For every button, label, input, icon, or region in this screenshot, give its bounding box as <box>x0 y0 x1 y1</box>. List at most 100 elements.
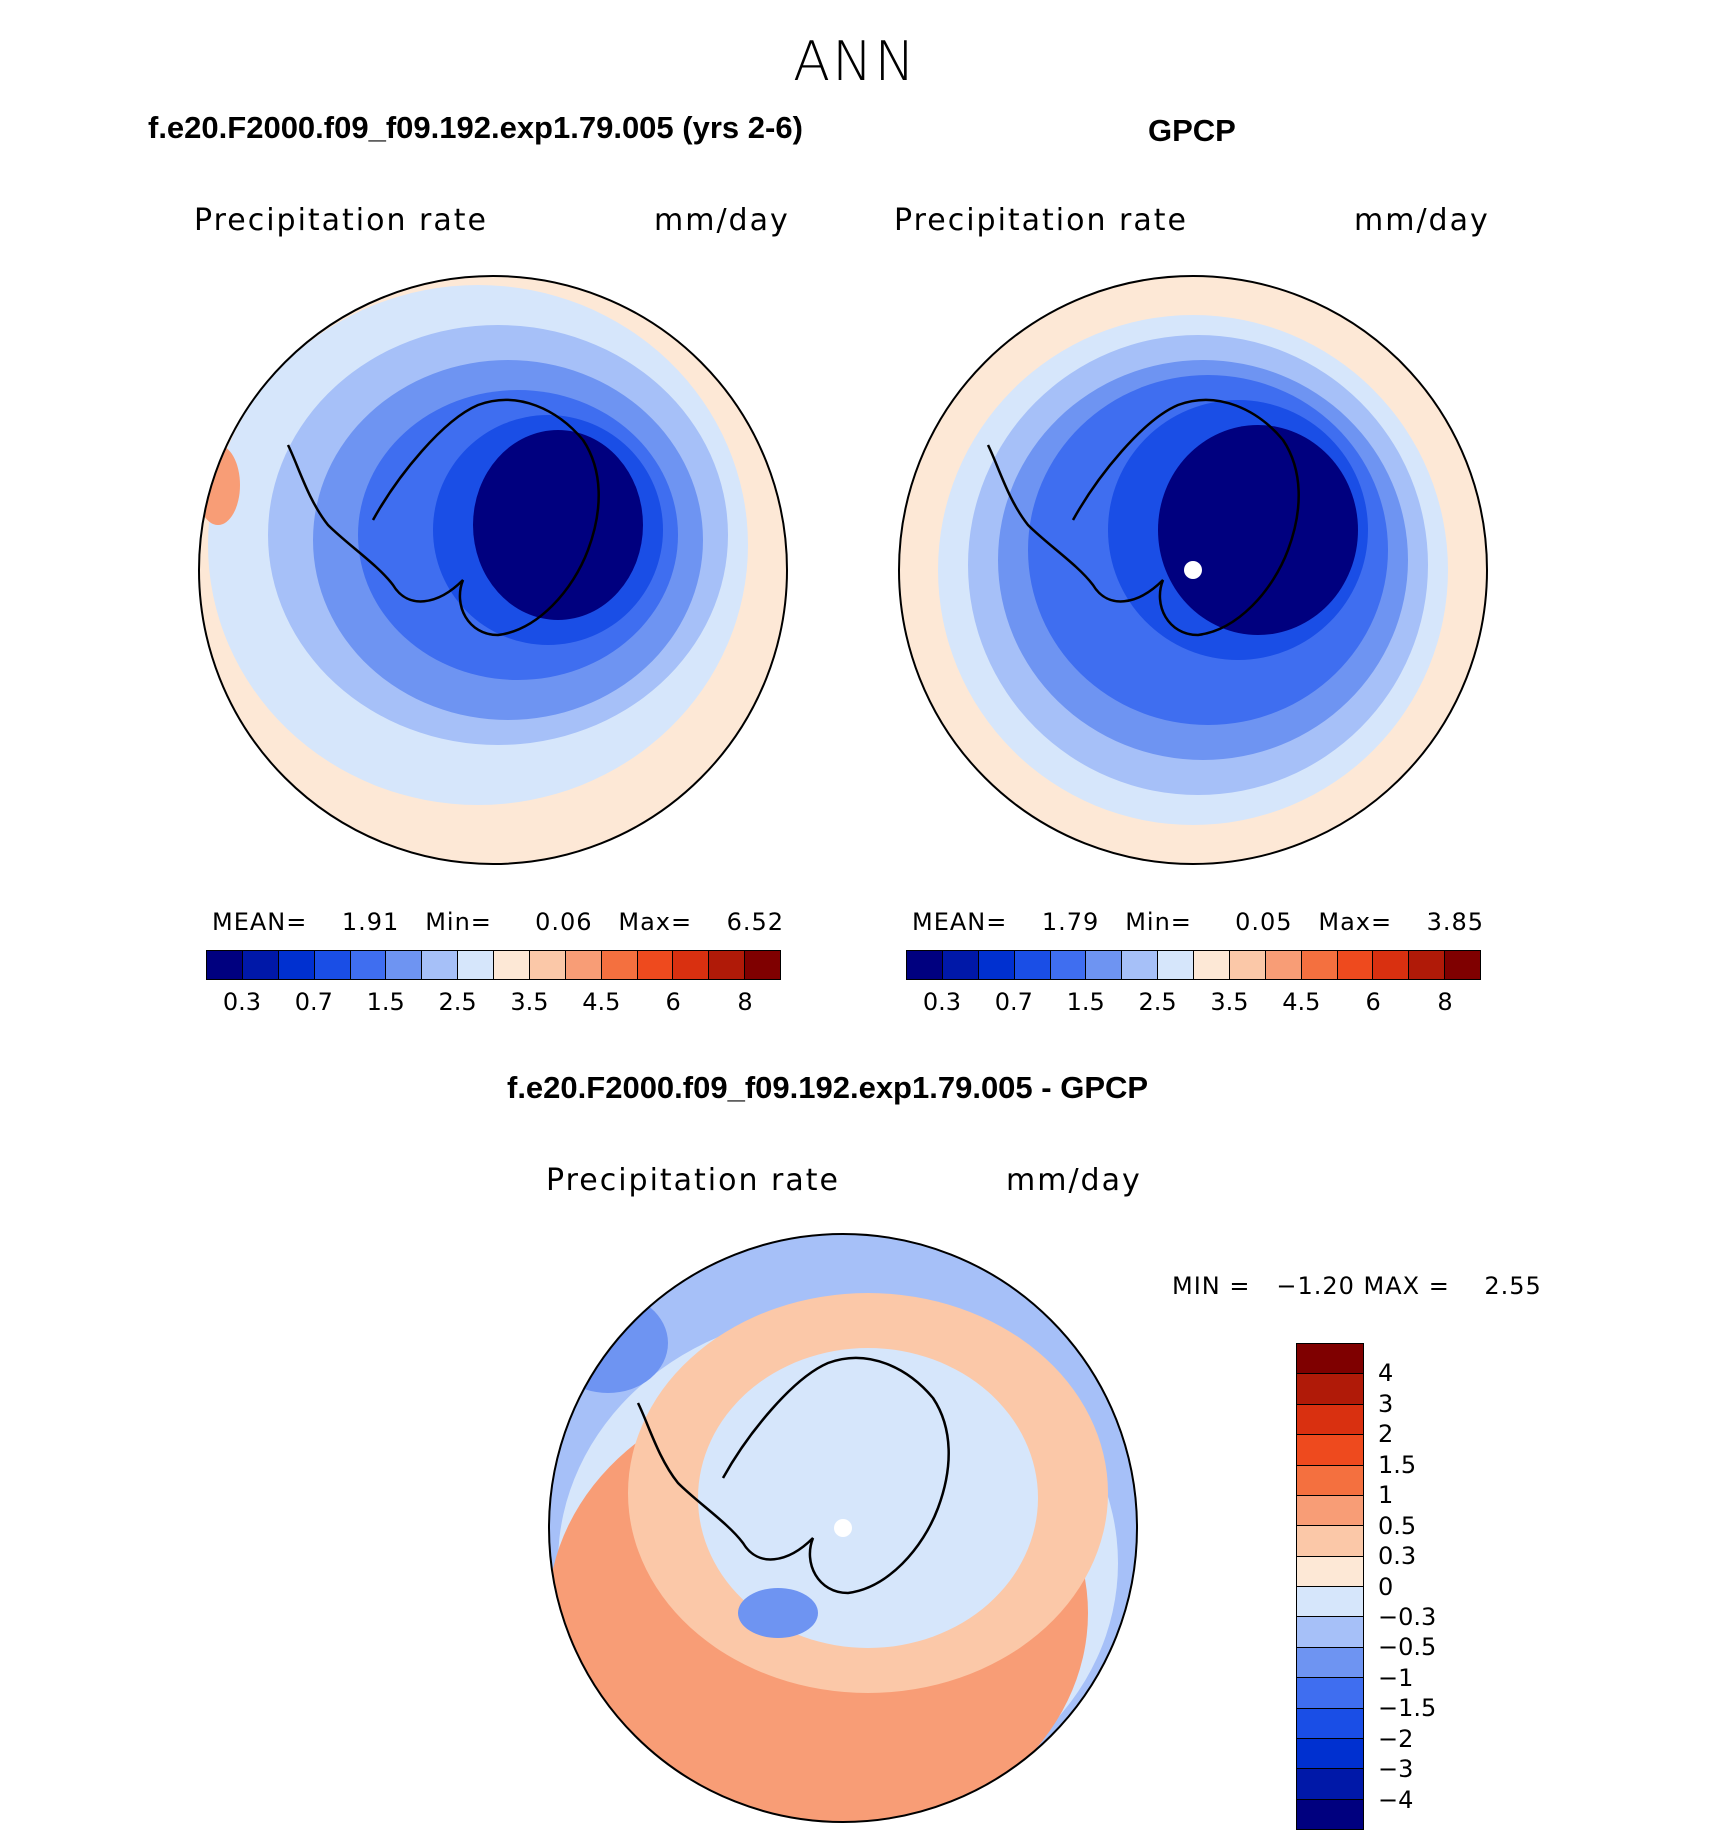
model-colorbar <box>206 950 781 980</box>
diff-map-boundary <box>548 1233 1138 1823</box>
colorbar-swatch <box>565 951 602 979</box>
colorbar-tick-label: 0.3 <box>222 988 262 1016</box>
colorbar-tick-label: 8 <box>1437 988 1453 1016</box>
colorbar-tick-label: 1.5 <box>366 988 405 1016</box>
model-mean-label: MEAN= <box>212 908 308 936</box>
colorbar-swatch <box>1086 951 1123 979</box>
colorbar-tick-label: 1 <box>1378 1481 1394 1510</box>
colorbar-swatch <box>458 951 494 979</box>
colorbar-swatch <box>278 951 315 979</box>
colorbar-swatch <box>386 951 423 979</box>
colorbar-tick-label: −3 <box>1378 1755 1414 1784</box>
colorbar-swatch <box>1373 951 1410 979</box>
colorbar-tick-label: 4.5 <box>1282 988 1321 1016</box>
colorbar-swatch <box>1297 1617 1363 1648</box>
model-max-value: 6.52 <box>726 908 785 936</box>
colorbar-swatch <box>1297 1465 1363 1496</box>
map-fill-cool-patch <box>738 1588 818 1638</box>
colorbar-tick-label: 4 <box>1378 1359 1394 1388</box>
colorbar-swatch <box>1297 1404 1363 1436</box>
colorbar-swatch <box>1229 951 1266 979</box>
diff-subtitle-variable: Precipitation rate <box>546 1163 840 1198</box>
colorbar-swatch <box>1297 1374 1363 1405</box>
colorbar-swatch <box>1297 1647 1363 1679</box>
colorbar-tick-label: −4 <box>1378 1785 1414 1814</box>
colorbar-tick-label: 1.5 <box>1066 988 1105 1016</box>
diff-minmax: MIN = −1.20 MAX = 2.55 <box>1172 1272 1542 1300</box>
colorbar-swatch <box>1297 1738 1363 1770</box>
colorbar-tick-label: 6 <box>1365 988 1381 1016</box>
colorbar-swatch <box>1445 951 1480 979</box>
colorbar-swatch <box>673 951 710 979</box>
diff-colorbar-ticks: 4 3 2 1.5 1 0.5 0.3 0 −0.3 −0.5 −1 −1.5 −2 −3 −4 <box>1378 1343 1498 1830</box>
figure-season-title: ANN <box>793 30 917 93</box>
colorbar-tick-label: 0.3 <box>1378 1542 1417 1571</box>
model-max-label: Max= <box>618 908 693 936</box>
obs-subtitle-variable: Precipitation rate <box>894 203 1188 238</box>
colorbar-swatch <box>1194 951 1230 979</box>
colorbar-swatch <box>1409 951 1446 979</box>
colorbar-swatch <box>1337 951 1374 979</box>
map-fill-mid-inner <box>698 1348 1038 1648</box>
model-colorbar-ticks: 0.3 0.7 1.5 2.5 3.5 4.5 6 8 <box>206 988 781 1018</box>
colorbar-swatch <box>242 951 279 979</box>
colorbar-tick-label: 3.5 <box>1210 988 1249 1016</box>
colorbar-swatch <box>529 951 566 979</box>
colorbar-tick-label: 8 <box>737 988 753 1016</box>
obs-mean-value: 1.79 <box>1041 908 1100 936</box>
colorbar-swatch <box>1297 1708 1363 1739</box>
model-coastline <box>286 398 600 637</box>
colorbar-tick-label: −1 <box>1378 1663 1414 1692</box>
colorbar-swatch <box>745 951 780 979</box>
model-stats: MEAN= 1.91 Min= 0.06 Max= 6.52 <box>212 908 784 936</box>
colorbar-swatch <box>907 951 943 979</box>
colorbar-tick-label: −0.3 <box>1378 1602 1437 1631</box>
colorbar-swatch <box>1122 951 1159 979</box>
colorbar-swatch <box>601 951 638 979</box>
colorbar-tick-label: −1.5 <box>1378 1694 1437 1723</box>
obs-stats: MEAN= 1.79 Min= 0.05 Max= 3.85 <box>912 908 1484 936</box>
colorbar-swatch <box>314 951 351 979</box>
colorbar-swatch <box>709 951 746 979</box>
obs-mean-label: MEAN= <box>912 908 1008 936</box>
colorbar-swatch <box>207 951 243 979</box>
obs-map-boundary <box>898 275 1488 865</box>
colorbar-tick-label: 3 <box>1378 1389 1394 1418</box>
obs-pole-dot <box>1184 561 1202 579</box>
colorbar-swatch <box>1297 1587 1363 1618</box>
map-fill-cool-nw <box>549 1293 668 1393</box>
model-mean-value: 1.91 <box>341 908 400 936</box>
colorbar-swatch <box>350 951 387 979</box>
colorbar-swatch <box>1014 951 1051 979</box>
colorbar-swatch <box>1265 951 1302 979</box>
colorbar-tick-label: 6 <box>665 988 681 1016</box>
colorbar-tick-label: 0 <box>1378 1572 1394 1601</box>
colorbar-swatch <box>1297 1678 1363 1709</box>
model-subtitle-variable: Precipitation rate <box>194 203 488 238</box>
colorbar-swatch <box>1297 1435 1363 1466</box>
map-fill-core <box>1158 425 1358 635</box>
colorbar-swatch <box>1297 1769 1363 1800</box>
colorbar-tick-label: 2.5 <box>438 988 477 1016</box>
diff-polar-map <box>548 1233 1138 1823</box>
model-min-label: Min= <box>425 908 492 936</box>
model-min-value: 0.06 <box>535 908 593 936</box>
colorbar-tick-label: 2 <box>1378 1420 1394 1449</box>
obs-subtitle-units: mm/day <box>1354 203 1490 238</box>
obs-min-label: Min= <box>1125 908 1192 936</box>
obs-min-value: 0.05 <box>1235 908 1293 936</box>
colorbar-swatch <box>1158 951 1194 979</box>
colorbar-swatch <box>1301 951 1338 979</box>
diff-colorbar <box>1296 1343 1364 1830</box>
colorbar-tick-label: 0.5 <box>1378 1511 1417 1540</box>
diff-pole-dot <box>834 1519 852 1537</box>
obs-polar-map <box>898 275 1488 865</box>
diff-coastline <box>636 1356 950 1595</box>
colorbar-tick-label: −0.5 <box>1378 1633 1437 1662</box>
colorbar-tick-label: 0.7 <box>294 988 333 1016</box>
model-map-boundary <box>198 275 788 865</box>
colorbar-swatch <box>1297 1799 1363 1829</box>
colorbar-tick-label: 4.5 <box>582 988 621 1016</box>
obs-coastline <box>986 398 1300 637</box>
obs-max-value: 3.85 <box>1426 908 1485 936</box>
